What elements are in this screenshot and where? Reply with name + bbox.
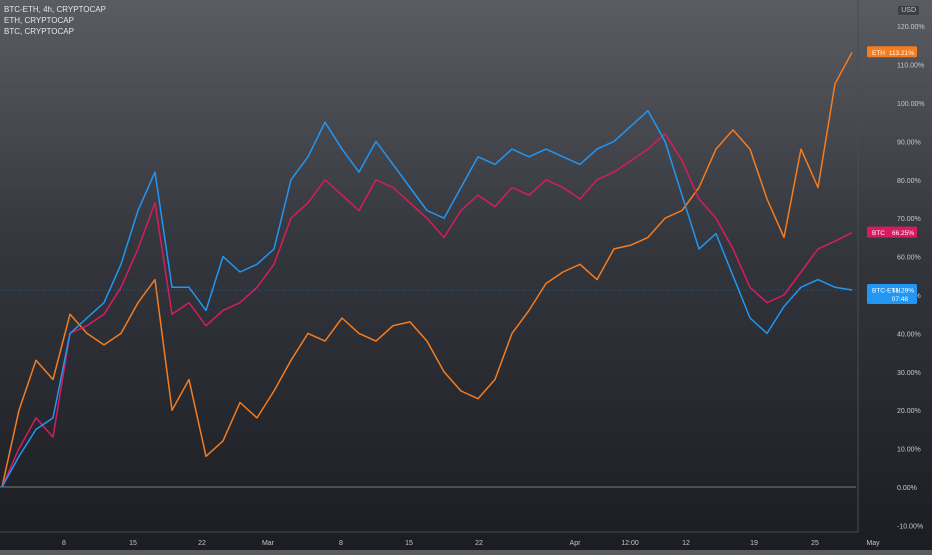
y-tick-label: 20.00% (897, 408, 921, 415)
badge-btc[interactable]: BTC 66.25% (867, 226, 917, 238)
x-tick-label: May (866, 540, 880, 547)
badge-value: 66.25% (892, 230, 914, 237)
x-tick-label: 22 (475, 540, 483, 547)
x-tick-label: 12 (682, 540, 690, 547)
series-line-btc-eth[interactable] (1, 109, 853, 488)
badge-countdown: 07:48 (892, 296, 909, 303)
y-tick-label: 10.00% (897, 447, 921, 454)
x-tick-label: 19 (750, 540, 758, 547)
x-tick-label: 25 (811, 540, 819, 547)
y-tick-label: 0.00% (897, 485, 917, 492)
badge-series-name: BTC (872, 230, 885, 237)
x-tick-label: 8 (62, 540, 66, 547)
legend-eth-symbol[interactable]: ETH, CRYPTOCAP (4, 16, 74, 25)
x-tick-label: 22 (198, 540, 206, 547)
y-tick-label: 100.00% (897, 101, 925, 108)
x-tick-label: 15 (129, 540, 137, 547)
y-tick-label: 70.00% (897, 216, 921, 223)
badge-series-name: BTC-ETH (872, 288, 900, 295)
x-tick-label: Apr (570, 540, 582, 547)
y-tick-label: 120.00% (897, 24, 925, 31)
legend-main-symbol[interactable]: BTC-ETH, 4h, CRYPTOCAP (4, 5, 106, 14)
x-tick-label: 15 (405, 540, 413, 547)
chart-legend: BTC-ETH, 4h, CRYPTOCAP ETH, CRYPTOCAP BT… (4, 4, 106, 37)
badge-background (867, 284, 917, 305)
x-tick-label: 8 (339, 540, 343, 547)
currency-label[interactable]: USD (897, 5, 920, 16)
y-tick-label: 110.00% (897, 63, 924, 70)
badge-value: 51.29% (892, 288, 914, 295)
y-tick-label: 30.00% (897, 370, 921, 377)
y-tick-label: 60.00% (897, 255, 921, 262)
y-tick-label: 80.00% (897, 178, 921, 185)
badge-value: 113.21% (889, 50, 914, 57)
x-tick-label: 12:00 (621, 540, 639, 547)
series-line-btc[interactable] (1, 132, 853, 488)
y-tick-label: -10.00% (897, 523, 923, 530)
badge-background (867, 46, 917, 58)
legend-btc-symbol[interactable]: BTC, CRYPTOCAP (4, 27, 74, 36)
y-tick-label: 40.00% (897, 331, 921, 338)
series-line-eth[interactable] (1, 51, 853, 488)
badge-background (867, 226, 917, 238)
x-tick-label: Mar (262, 540, 275, 547)
badge-series-name: ETH (872, 50, 885, 57)
y-tick-label: 90.00% (897, 139, 921, 146)
badge-eth[interactable]: ETH 113.21% (867, 46, 917, 58)
